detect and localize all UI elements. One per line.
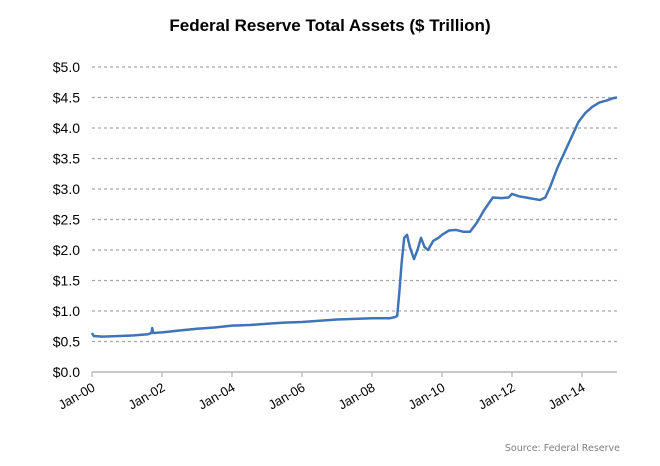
y-tick-label: $2.0	[53, 242, 80, 258]
x-tick-label: Jan-00	[56, 380, 98, 413]
y-tick-label: $0.0	[53, 364, 80, 380]
y-tick-label: $1.5	[53, 273, 80, 289]
y-tick-label: $0.5	[53, 334, 80, 350]
x-tick-label: Jan-02	[126, 380, 168, 413]
x-axis-ticks: Jan-00 Jan-02 Jan-04 Jan-06 Jan-08 Jan-10 Jan-…	[56, 372, 588, 412]
x-tick-label: Jan-14	[546, 380, 588, 413]
y-tick-label: $3.0	[53, 181, 80, 197]
x-tick-label: Jan-12	[476, 380, 518, 413]
y-tick-label: $3.5	[53, 151, 80, 167]
x-tick-label: Jan-04	[196, 380, 238, 413]
series-group	[90, 96, 618, 338]
chart-title: Federal Reserve Total Assets ($ Trillion…	[169, 16, 491, 35]
y-tick-label: $4.5	[53, 90, 80, 106]
y-tick-label: $2.5	[53, 212, 80, 228]
x-tick-label: Jan-10	[406, 380, 448, 413]
x-tick-label: Jan-06	[266, 380, 308, 413]
gridlines	[92, 66, 617, 343]
y-tick-label: $1.0	[53, 303, 80, 319]
y-tick-label: $5.0	[53, 59, 80, 75]
y-axis-ticks: $0.0 $0.5 $1.0 $1.5 $2.0 $2.5 $3.0 $3.5 $4.0 $4.5…	[53, 59, 80, 380]
x-tick-label: Jan-08	[336, 380, 378, 413]
y-tick-label: $4.0	[53, 120, 80, 136]
source-note: Source: Federal Reserve	[504, 443, 620, 454]
series-line	[90, 96, 618, 338]
